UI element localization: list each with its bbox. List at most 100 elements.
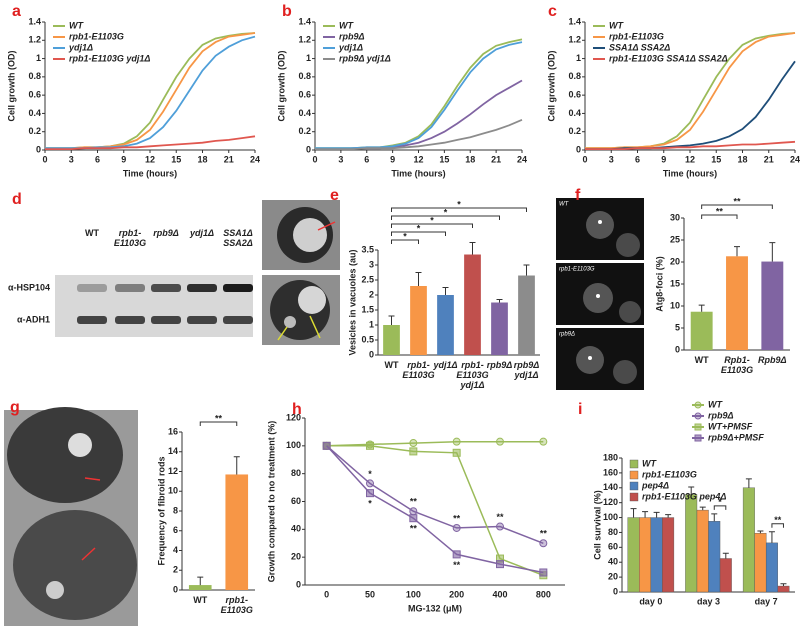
series-line xyxy=(585,140,796,150)
bar xyxy=(754,532,767,593)
y-axis-label: Vesicles in vacuoles (au) xyxy=(347,249,357,355)
legend-label: pep4Δ xyxy=(641,480,669,490)
y-tick-label: 2.5 xyxy=(361,274,374,284)
y-tick-label: 0.8 xyxy=(568,71,581,81)
legend-label: ydj1Δ xyxy=(338,42,363,52)
panel-letter: h xyxy=(292,401,302,418)
error-bar xyxy=(780,583,787,587)
x-tick-label: 18 xyxy=(737,154,747,164)
cell xyxy=(619,301,641,323)
bar xyxy=(726,256,748,350)
legend-label: rpb1-E1103G ydj1Δ xyxy=(69,53,150,63)
x-tick-label: 15 xyxy=(711,154,721,164)
y-tick-label: 40 xyxy=(291,524,301,534)
y-axis-label: Cell growth (OD) xyxy=(546,51,556,122)
significance-label: * xyxy=(457,199,461,209)
significance-bracket xyxy=(391,223,473,228)
significance-bracket xyxy=(701,204,773,209)
micrograph-label: rpb9Δ xyxy=(559,332,575,338)
bar xyxy=(225,474,249,590)
arrow xyxy=(309,315,321,339)
annotation: ** xyxy=(410,497,418,507)
x-axis-label: Time (hours) xyxy=(123,168,177,178)
legend-label: rpb1-E1103G xyxy=(609,31,664,41)
significance-bracket xyxy=(771,523,784,528)
y-tick-label: 1 xyxy=(576,53,581,63)
y-tick-label: 20 xyxy=(291,552,301,562)
annotation: * xyxy=(368,469,372,479)
y-tick-label: 5 xyxy=(675,322,680,332)
x-tick-label: 21 xyxy=(764,154,774,164)
y-tick-label: 10 xyxy=(670,300,680,310)
y-tick-label: 0.6 xyxy=(28,90,41,100)
band xyxy=(77,316,107,324)
arrow xyxy=(81,547,96,561)
band xyxy=(151,284,181,292)
marker xyxy=(452,448,461,457)
significance-label: * xyxy=(417,223,421,233)
error-bar xyxy=(630,508,637,518)
bar xyxy=(491,302,508,355)
significance-label: ** xyxy=(774,515,782,525)
error-bar xyxy=(653,511,660,518)
lane-label: WT xyxy=(85,228,99,238)
series-line xyxy=(326,445,544,574)
y-tick-label: 140 xyxy=(603,482,618,492)
micrograph-label: WT xyxy=(559,202,570,208)
vacuole xyxy=(298,286,326,314)
error-bar xyxy=(757,530,764,534)
x-tick-label: Rpb9Δ xyxy=(758,355,787,365)
y-axis-label: Cell survival (%) xyxy=(592,490,602,560)
marker xyxy=(409,514,418,523)
legend-label: ydj1Δ xyxy=(68,42,93,52)
legend-swatch xyxy=(629,470,639,480)
significance-label: ** xyxy=(215,413,223,423)
bar xyxy=(685,494,698,593)
legend-label: rpb1-E1103G pep4Δ xyxy=(642,491,726,501)
bar xyxy=(383,325,400,355)
lane-label: rpb1-E1103G xyxy=(113,228,147,248)
vacuole xyxy=(293,218,327,252)
bar xyxy=(708,521,721,593)
significance-bracket xyxy=(391,215,500,220)
panel-letter: c xyxy=(548,3,557,20)
marker xyxy=(366,441,374,450)
bar xyxy=(690,311,713,350)
x-tick-label: ydj1Δ xyxy=(433,360,458,370)
x-tick-label: 3 xyxy=(69,154,74,164)
x-tick-label: rpb9Δ ydj1Δ xyxy=(513,360,540,380)
x-tick-label: WT xyxy=(384,360,399,370)
band xyxy=(223,284,253,292)
bar xyxy=(627,517,640,593)
x-tick-label: WT xyxy=(193,595,208,605)
legend-label: WT xyxy=(642,458,657,468)
y-tick-label: 0 xyxy=(613,586,618,596)
error-bar xyxy=(734,246,740,257)
significance-bracket xyxy=(713,505,727,510)
y-tick-label: 0.8 xyxy=(28,71,41,81)
x-tick-label: rpb9Δ xyxy=(486,360,513,370)
bar xyxy=(639,517,652,593)
y-tick-label: 60 xyxy=(608,542,618,552)
legend-swatch xyxy=(629,481,639,491)
x-tick-label: rpb1-E1103G xyxy=(220,595,253,615)
row-label: α-ADH1 xyxy=(17,314,50,324)
x-tick-label: 18 xyxy=(465,154,475,164)
legend-label: rpb1-E1103G xyxy=(69,31,124,41)
legend-label: WT xyxy=(339,20,354,30)
significance-bracket xyxy=(701,214,738,219)
y-tick-label: 0 xyxy=(36,144,41,154)
row-label: α-HSP104 xyxy=(8,282,50,292)
legend-label: WT xyxy=(609,20,624,30)
bar xyxy=(765,542,778,593)
arrow xyxy=(277,326,288,341)
error-bar xyxy=(469,242,476,255)
y-tick-label: 3 xyxy=(369,259,374,269)
error-bar xyxy=(722,552,729,559)
arrow xyxy=(84,477,101,481)
y-tick-label: 0.2 xyxy=(28,126,41,136)
series-line xyxy=(326,445,544,576)
legend-marker xyxy=(694,401,702,409)
legend-swatch xyxy=(629,492,639,502)
significance-label: * xyxy=(403,231,407,241)
